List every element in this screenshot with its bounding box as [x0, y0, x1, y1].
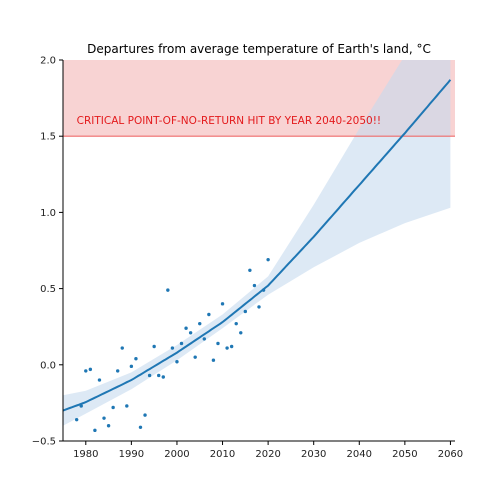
data-point [175, 360, 179, 364]
data-point [115, 369, 120, 373]
data-point [170, 346, 175, 350]
chart-title: Departures from average temperature of E… [87, 42, 431, 56]
data-point [239, 331, 243, 335]
data-point [207, 312, 211, 317]
data-point [252, 283, 257, 288]
x-tick-label: 2000 [164, 449, 189, 460]
y-tick-label: 0.5 [40, 284, 56, 295]
x-tick-label: 2010 [210, 449, 235, 460]
y-tick-label: 1.5 [40, 132, 56, 143]
x-tick-label: 2060 [438, 449, 463, 460]
data-point [97, 378, 102, 382]
data-point [248, 268, 252, 273]
y-tick-label: 2.0 [40, 56, 56, 67]
data-point [102, 416, 106, 420]
data-point [111, 405, 115, 410]
fit-line [63, 79, 452, 412]
data-point [229, 344, 234, 349]
x-tick-label: 1980 [73, 449, 98, 460]
confidence-band [63, 60, 451, 426]
data-point [161, 375, 165, 379]
data-point [120, 346, 124, 350]
data-point [79, 404, 83, 408]
x-tick-label: 2030 [301, 449, 326, 460]
data-point [88, 367, 93, 372]
data-point [184, 326, 188, 330]
data-point [138, 425, 143, 429]
data-point [198, 321, 202, 326]
critical-annotation: CRITICAL POINT-OF-NO-RETURN HIT BY YEAR … [77, 115, 381, 127]
x-tick-label: 2040 [347, 449, 372, 460]
data-point [220, 302, 225, 306]
data-point [179, 341, 184, 346]
data-point [202, 337, 207, 341]
data-point [188, 331, 193, 335]
data-point [211, 358, 216, 362]
data-point [93, 428, 97, 433]
data-point [84, 369, 88, 373]
data-point [157, 373, 161, 378]
data-point [216, 341, 220, 346]
x-tick-label: 2050 [392, 449, 417, 460]
y-tick-label: 1.0 [40, 208, 56, 219]
data-point [74, 417, 79, 422]
x-tick-label: 2020 [255, 449, 280, 460]
data-point [125, 404, 129, 408]
data-point [243, 309, 248, 314]
y-tick-label: −0.5 [32, 437, 56, 448]
data-point [193, 355, 197, 359]
y-tick-label: 0.0 [40, 360, 56, 371]
data-point [261, 288, 266, 292]
data-point [147, 373, 152, 378]
axes: 1980 1990 2000 2010 2020 2030 2040 2050 2060 −0.5… [32, 56, 463, 461]
data-point [129, 364, 134, 369]
data-point [225, 346, 229, 350]
x-tick-label: 1990 [119, 449, 144, 460]
data-point [266, 257, 270, 262]
data-point [257, 305, 261, 309]
data-point [143, 413, 147, 417]
data-point [106, 424, 111, 428]
data-point [234, 321, 238, 326]
plot-area [63, 60, 455, 433]
data-point [166, 288, 170, 292]
data-point [152, 344, 156, 349]
data-point [134, 357, 138, 361]
